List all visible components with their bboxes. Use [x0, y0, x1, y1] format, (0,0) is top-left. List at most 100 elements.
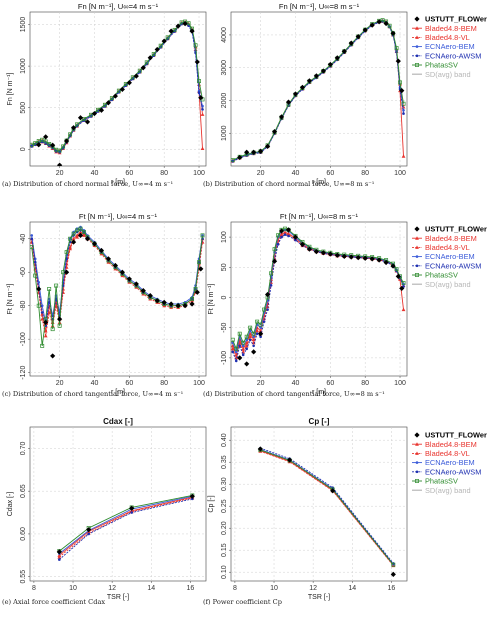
reference-point: [84, 236, 91, 242]
plot-area: [56, 493, 195, 561]
data-point: [238, 344, 242, 348]
reference-point: [198, 266, 204, 272]
data-point: [40, 343, 45, 348]
plot-area: [30, 225, 205, 359]
tick-label-y: 4000: [221, 27, 228, 43]
reference-point: [355, 255, 361, 261]
data-point: [165, 35, 170, 40]
reference-point: [341, 48, 347, 54]
x-axis-label: r [m]: [111, 389, 125, 396]
tick-label-x: 12: [309, 585, 317, 592]
chart-title: Fn [N m⁻¹], U∞=8 m s⁻¹: [279, 2, 360, 11]
data-point: [43, 139, 48, 144]
data-point: [172, 27, 177, 32]
reference-point: [341, 253, 347, 260]
series-line-bladed4-8-vl: [260, 450, 394, 566]
data-point: [40, 140, 44, 144]
reference-point: [133, 281, 139, 287]
reference-point: [264, 291, 271, 298]
legend-label: ECNAero-BEM: [425, 42, 475, 51]
reference-point: [194, 59, 200, 65]
reference-point: [334, 252, 340, 258]
tick-label-y: -120: [20, 366, 27, 380]
reference-point: [175, 303, 181, 309]
reference-point: [50, 353, 56, 359]
figure-caption: (a) Distribution of chord normal force, …: [2, 180, 173, 188]
reference-point: [189, 28, 195, 34]
tick-label-x: 40: [292, 380, 300, 387]
reference-point: [140, 65, 146, 71]
legend-marker: [414, 432, 420, 438]
reference-point: [182, 303, 188, 309]
data-point: [259, 335, 262, 339]
tick-label-y: -50: [221, 323, 228, 333]
legend-label: Bladed4.8-VL: [425, 449, 470, 458]
legend-label: PhatasSV: [425, 477, 458, 486]
legend-label: ECNAero-AWSM: [425, 261, 481, 270]
data-point: [248, 325, 253, 330]
y-axis-label: Ft [N m⁻¹]: [208, 283, 215, 314]
reference-point: [285, 99, 292, 105]
reference-point: [399, 285, 405, 292]
data-point: [68, 132, 73, 137]
plot-area: [231, 226, 406, 367]
data-point: [40, 317, 45, 321]
reference-point: [189, 493, 195, 499]
data-point: [276, 243, 280, 246]
data-point: [197, 260, 201, 265]
data-point: [71, 231, 76, 236]
data-point: [33, 260, 37, 264]
reference-point: [112, 93, 118, 99]
tick-label-x: 100: [193, 380, 205, 387]
data-point: [197, 91, 201, 95]
plot-area: [257, 446, 396, 577]
tick-label-y: 0.20: [221, 521, 228, 535]
tick-label-x: 100: [394, 170, 406, 177]
x-axis-label: r [m]: [312, 389, 326, 396]
data-point: [244, 340, 249, 345]
chart-title: Ft [N m⁻¹], U∞=4 m s⁻¹: [79, 212, 158, 221]
reference-point: [86, 527, 92, 533]
data-point: [130, 75, 135, 80]
data-point: [200, 112, 205, 116]
chart-panel-c: 20 40 60 80 100 -40 -60 -80 -100 -120 Ft [N m⁻¹], …: [2, 212, 207, 398]
reference-point: [70, 125, 77, 131]
plot-frame: [230, 221, 408, 377]
tick-label-y: 0.65: [20, 484, 27, 498]
data-point: [151, 52, 156, 56]
data-point: [50, 327, 55, 332]
reference-point: [91, 110, 98, 117]
data-point: [255, 319, 260, 324]
tick-label-x: 100: [394, 380, 406, 387]
tick-label-x: 80: [160, 380, 168, 387]
data-point: [266, 308, 269, 311]
tick-label-y: -60: [20, 267, 27, 277]
tick-label-x: 40: [91, 170, 99, 177]
data-point: [82, 233, 86, 237]
data-point: [241, 344, 245, 348]
data-point: [234, 359, 238, 363]
data-point: [237, 340, 242, 345]
reference-point: [50, 142, 56, 148]
data-point: [87, 532, 90, 536]
reference-point: [237, 154, 243, 161]
reference-point: [330, 488, 336, 494]
data-point: [116, 88, 121, 93]
legend-marker: [415, 451, 419, 455]
reference-point: [292, 234, 299, 240]
reference-point: [161, 299, 167, 305]
plot-frame: [230, 426, 408, 582]
data-point: [252, 335, 255, 339]
tick-label-x: 60: [125, 380, 133, 387]
reference-point: [369, 22, 375, 28]
data-point: [89, 112, 93, 117]
series-line-ecnaero-awsm: [232, 234, 404, 363]
data-point: [283, 233, 287, 236]
data-point: [269, 271, 274, 276]
data-point: [231, 346, 235, 351]
data-point: [200, 146, 205, 151]
data-point: [248, 334, 253, 339]
data-point: [387, 23, 392, 28]
